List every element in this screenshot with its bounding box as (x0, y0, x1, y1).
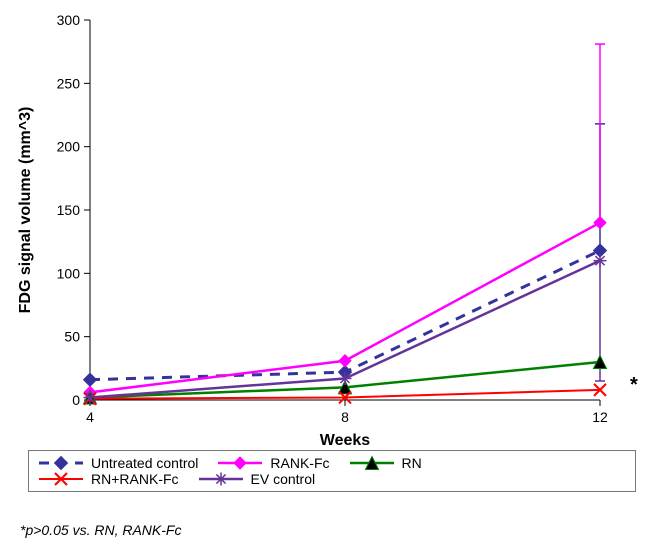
svg-text:50: 50 (64, 329, 80, 345)
legend: Untreated control RANK-Fc RN RN+RANK-Fc EV c… (28, 450, 636, 492)
svg-text:FDG signal volume (mm^3): FDG signal volume (mm^3) (17, 107, 34, 314)
legend-item-rn: RN (348, 455, 422, 471)
svg-text:0: 0 (72, 392, 80, 408)
svg-text:*: * (630, 374, 638, 396)
legend-item-untreated: Untreated control (37, 455, 198, 471)
svg-text:8: 8 (341, 409, 349, 425)
legend-item-rankfc: RANK-Fc (216, 455, 329, 471)
svg-text:Weeks: Weeks (320, 432, 371, 449)
svg-text:100: 100 (57, 265, 81, 281)
legend-label: EV control (251, 471, 316, 487)
svg-text:150: 150 (57, 202, 81, 218)
legend-item-rnrankfc: RN+RANK-Fc (37, 471, 179, 487)
legend-item-ev: EV control (197, 471, 316, 487)
legend-label: RN+RANK-Fc (91, 471, 179, 487)
svg-text:4: 4 (86, 409, 94, 425)
svg-text:200: 200 (57, 139, 81, 155)
legend-label: RANK-Fc (270, 455, 329, 471)
svg-text:300: 300 (57, 12, 81, 28)
footnote: *p>0.05 vs. RN, RANK-Fc (20, 522, 181, 538)
legend-label: Untreated control (91, 455, 198, 471)
legend-label: RN (402, 455, 422, 471)
svg-text:250: 250 (57, 75, 81, 91)
svg-text:12: 12 (592, 409, 608, 425)
chart: 0 50 100 150 200 250 300 4 8 12 Weeks FDG signal vo… (0, 0, 649, 450)
